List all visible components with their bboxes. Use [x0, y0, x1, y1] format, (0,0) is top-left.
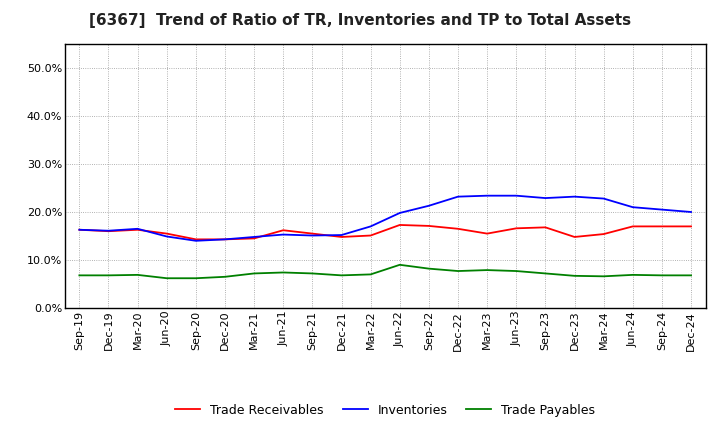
Inventories	[133, 226, 142, 231]
Trade Receivables	[629, 224, 637, 229]
Inventories	[483, 193, 492, 198]
Trade Payables	[483, 268, 492, 273]
Inventories	[250, 235, 258, 240]
Trade Payables	[220, 274, 229, 279]
Trade Receivables	[163, 231, 171, 236]
Inventories	[308, 233, 317, 238]
Inventories	[512, 193, 521, 198]
Trade Receivables	[687, 224, 696, 229]
Trade Payables	[192, 275, 200, 281]
Trade Payables	[395, 262, 404, 268]
Trade Payables	[279, 270, 287, 275]
Trade Receivables	[250, 236, 258, 241]
Trade Receivables	[75, 227, 84, 232]
Trade Payables	[541, 271, 550, 276]
Trade Receivables	[483, 231, 492, 236]
Legend: Trade Receivables, Inventories, Trade Payables: Trade Receivables, Inventories, Trade Pa…	[170, 399, 600, 422]
Inventories	[687, 209, 696, 215]
Trade Payables	[75, 273, 84, 278]
Trade Payables	[133, 272, 142, 278]
Inventories	[425, 203, 433, 209]
Trade Payables	[308, 271, 317, 276]
Trade Receivables	[395, 222, 404, 227]
Trade Payables	[512, 268, 521, 274]
Trade Receivables	[454, 226, 462, 231]
Inventories	[629, 205, 637, 210]
Trade Payables	[366, 272, 375, 277]
Trade Payables	[599, 274, 608, 279]
Inventories	[541, 195, 550, 201]
Trade Receivables	[425, 223, 433, 228]
Inventories	[279, 232, 287, 237]
Inventories	[337, 232, 346, 238]
Trade Receivables	[220, 237, 229, 242]
Trade Payables	[570, 273, 579, 279]
Line: Trade Payables: Trade Payables	[79, 265, 691, 278]
Trade Receivables	[308, 231, 317, 236]
Inventories	[220, 237, 229, 242]
Trade Payables	[163, 275, 171, 281]
Trade Receivables	[541, 225, 550, 230]
Trade Payables	[454, 268, 462, 274]
Line: Inventories: Inventories	[79, 196, 691, 241]
Trade Payables	[657, 273, 666, 278]
Inventories	[75, 227, 84, 232]
Line: Trade Receivables: Trade Receivables	[79, 225, 691, 239]
Trade Payables	[629, 272, 637, 278]
Inventories	[104, 228, 113, 233]
Inventories	[599, 196, 608, 201]
Inventories	[192, 238, 200, 243]
Trade Payables	[337, 273, 346, 278]
Trade Payables	[250, 271, 258, 276]
Trade Receivables	[512, 226, 521, 231]
Inventories	[454, 194, 462, 199]
Trade Receivables	[133, 227, 142, 232]
Text: [6367]  Trend of Ratio of TR, Inventories and TP to Total Assets: [6367] Trend of Ratio of TR, Inventories…	[89, 13, 631, 28]
Trade Receivables	[104, 228, 113, 234]
Inventories	[657, 207, 666, 212]
Trade Payables	[104, 273, 113, 278]
Trade Receivables	[192, 237, 200, 242]
Trade Payables	[687, 273, 696, 278]
Inventories	[366, 224, 375, 229]
Trade Payables	[425, 266, 433, 271]
Trade Receivables	[599, 231, 608, 237]
Trade Receivables	[657, 224, 666, 229]
Trade Receivables	[366, 233, 375, 238]
Trade Receivables	[570, 235, 579, 240]
Trade Receivables	[337, 235, 346, 240]
Inventories	[163, 234, 171, 239]
Inventories	[570, 194, 579, 199]
Inventories	[395, 210, 404, 216]
Trade Receivables	[279, 227, 287, 233]
